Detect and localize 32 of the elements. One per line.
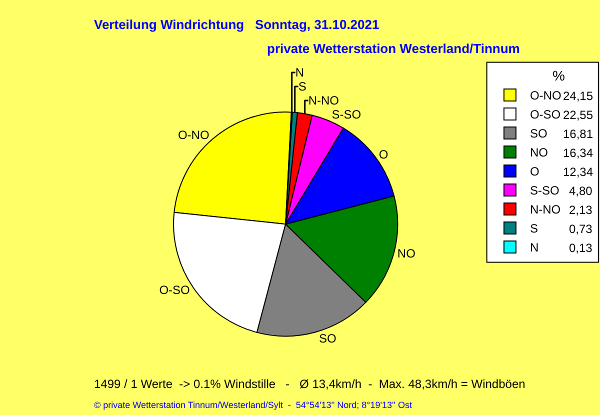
slice-label: O-SO [159,282,190,297]
slice-label: N-NO [308,93,340,108]
text: 1499 / 1 Werte -> 0.1% Windstille - Ø 13,4km/h - Max. 48,3km/h = Windböen [94,377,526,391]
slice-label: NO [397,246,416,260]
data-label: 22,55 [563,108,594,122]
data-label: 12,34 [563,165,594,179]
data-label: 4,80 [569,184,593,198]
slice-label: N [295,65,304,80]
data-label: 0,73 [569,222,593,236]
legend-label: S [530,222,538,236]
slice-label: O-NO [178,128,210,142]
legend-label: N-NO [530,202,561,217]
data-label: 16,81 [563,127,594,141]
data-label: 16,34 [563,146,594,160]
slice-label: S-SO [332,107,362,122]
legend-label: O-SO [530,108,561,122]
chart-title: Verteilung Windrichtung Sonntag, 31.10.2021 [94,17,380,32]
data-label: 24,15 [563,89,594,103]
legend-label: S-SO [530,184,560,198]
legend-label: NO [530,146,548,160]
chart-subtitle: private Wetterstation Westerland/Tinnum [267,41,520,56]
legend-label: N [530,240,539,255]
text: © private Wetterstation Tinnum/Westerland/Sylt - 54°54'13'' Nord; 8°19'13'' Ost [94,400,412,410]
legend-label: O [530,164,540,179]
legend-label: O-NO [530,88,562,103]
legend-title: % [552,67,565,84]
slice-label: O [378,148,388,162]
data-label: 0,13 [569,241,593,255]
slice-label: S [298,79,306,94]
data-label: 2,13 [569,203,593,217]
slice-label: SO [318,332,336,346]
legend-label: SO [530,126,548,141]
